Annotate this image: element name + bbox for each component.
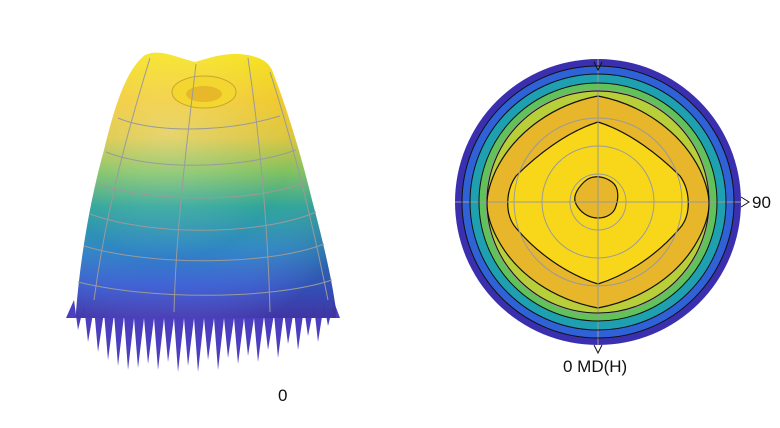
surface-plot: [66, 52, 340, 372]
machine-direction-label: 0 MD(H): [563, 357, 628, 376]
polar-gridlines: [455, 59, 741, 345]
marker-arrow-right: [740, 196, 750, 208]
angle-90-label: 90: [752, 193, 771, 212]
surface-crater: [186, 86, 222, 102]
marker-arrow-top: [593, 61, 603, 72]
marker-arrow-bottom: [593, 344, 603, 355]
contour-lines: [461, 65, 735, 339]
surface-axis-label: 0: [278, 386, 288, 405]
polar-contour-plot: [455, 59, 750, 355]
surface-gridlines: [77, 57, 333, 313]
